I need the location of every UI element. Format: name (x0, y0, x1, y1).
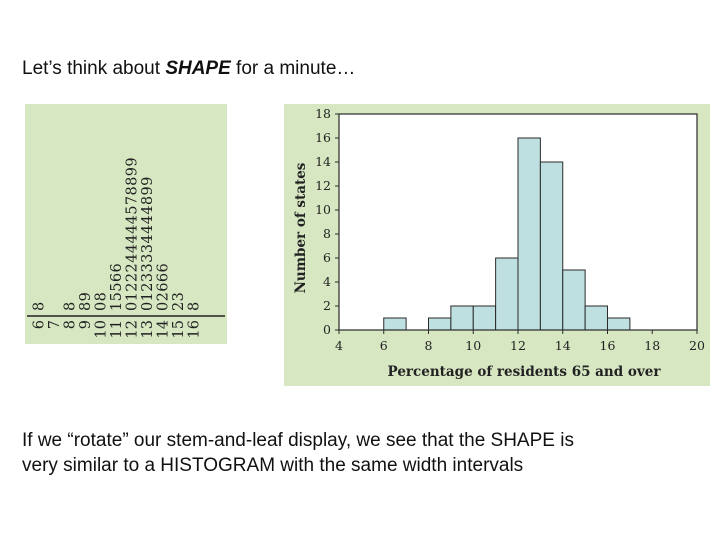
x-tick-label: 10 (465, 338, 481, 353)
x-tick-label: 16 (600, 338, 616, 353)
histogram-svg: 4 6 8 10 12 14 16 18 20 0 2 4 6 8 10 12 14 16 18 Percentage… (293, 106, 705, 380)
x-tick-label: 14 (555, 338, 571, 353)
leaf-values: 89 (78, 292, 94, 311)
stem-value: 14 (156, 320, 172, 338)
stem-value: 9 (78, 320, 94, 329)
leaf-values: 02666 (156, 263, 172, 311)
y-tick-label: 2 (323, 298, 331, 313)
x-axis-label: Percentage of residents 65 and over (388, 364, 662, 380)
y-tick-label: 12 (315, 178, 331, 193)
stem-leaf-rotated-group: 687 8898910081115566120122244444578899130… (27, 157, 225, 338)
leaf-values: 0122244444578899 (125, 157, 141, 311)
stem-value: 12 (125, 320, 141, 338)
stem-value: 6 (32, 320, 48, 329)
histogram-bar (517, 137, 541, 331)
leaf-values: 23 (171, 292, 187, 311)
heading-text-post: for a minute… (230, 58, 356, 79)
slide-caption: If we “rotate” our stem-and-leaf display… (22, 428, 702, 478)
heading-emphasis: SHAPE (165, 58, 231, 79)
x-tick-label: 4 (335, 338, 343, 353)
caption-line-1: If we “rotate” our stem-and-leaf display… (22, 430, 574, 451)
histogram-bar (495, 257, 519, 331)
stem-and-leaf-svg: 687 8898910081115566120122244444578899130… (27, 157, 225, 338)
y-tick-label: 10 (315, 202, 331, 217)
histogram-bar (562, 269, 586, 331)
histogram-bar (383, 317, 407, 331)
y-tick-label: 4 (323, 274, 331, 289)
histogram-bar (607, 317, 631, 331)
histogram-bar (450, 305, 474, 331)
x-tick-label: 6 (380, 338, 388, 353)
y-tick-label: 18 (315, 106, 331, 121)
slide-heading: Let’s think about SHAPE for a minute… (22, 58, 355, 80)
y-axis-label: Number of states (293, 162, 309, 293)
y-tick-label: 6 (323, 250, 331, 265)
stem-value: 13 (140, 320, 156, 338)
stem-and-leaf-display: 6 8 7 8 8 9 89 10 08 11 15566 12 0122244444578899 13 0… (25, 104, 227, 344)
histogram-bar (584, 305, 608, 331)
y-tick-label: 8 (323, 226, 331, 241)
caption-line-2: very similar to a HISTOGRAM with the sam… (22, 455, 524, 476)
stem-value: 10 (94, 320, 110, 338)
stem-value: 8 (63, 320, 79, 329)
x-tick-label: 20 (689, 338, 705, 353)
stem-value: 11 (109, 320, 125, 338)
stem-value: 15 (171, 320, 187, 338)
stem-value: 16 (187, 320, 203, 338)
x-tick-label: 12 (510, 338, 526, 353)
leaf-values: 15566 (109, 263, 125, 311)
leaf-values: 8 (32, 301, 48, 311)
x-tick-label: 18 (644, 338, 660, 353)
heading-text-pre: Let’s think about (22, 58, 166, 79)
y-tick-label: 14 (315, 154, 331, 169)
leaf-values: 8 (63, 301, 79, 311)
leaf-values: 08 (94, 292, 110, 311)
y-tick-label: 16 (315, 130, 331, 145)
x-tick-label: 8 (425, 338, 433, 353)
histogram-bar (472, 305, 497, 331)
leaf-values: 01233334444899 (140, 176, 156, 311)
histogram-bar (428, 317, 452, 331)
histogram-chart: 4 6 8 10 12 14 16 18 20 0 2 4 6 8 10 12 14 16 18 Percentage… (284, 104, 710, 386)
y-tick-label: 0 (323, 322, 331, 337)
histogram-bar (539, 161, 564, 331)
stem-value: 7 (47, 320, 63, 329)
leaf-values: 8 (187, 301, 203, 311)
